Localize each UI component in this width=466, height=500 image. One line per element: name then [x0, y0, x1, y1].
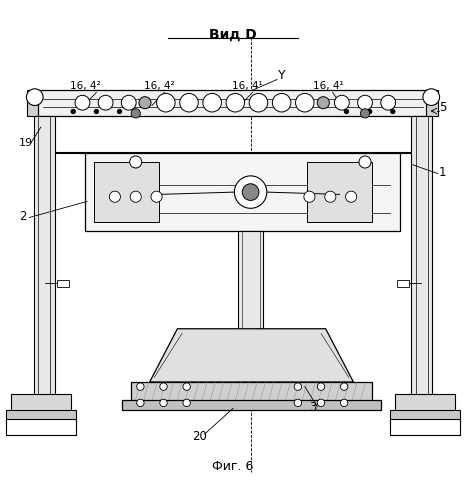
Circle shape — [249, 94, 268, 112]
Text: Вид D: Вид D — [209, 28, 257, 42]
FancyBboxPatch shape — [34, 116, 55, 417]
Text: Y: Y — [278, 69, 286, 82]
Circle shape — [423, 89, 439, 106]
FancyBboxPatch shape — [39, 90, 427, 116]
Circle shape — [183, 383, 191, 390]
FancyBboxPatch shape — [6, 419, 75, 436]
Circle shape — [139, 96, 151, 108]
Circle shape — [183, 399, 191, 406]
Circle shape — [317, 383, 325, 390]
FancyBboxPatch shape — [57, 280, 69, 287]
FancyBboxPatch shape — [391, 419, 460, 436]
Circle shape — [75, 96, 90, 110]
Circle shape — [294, 383, 302, 390]
Circle shape — [367, 109, 372, 114]
Circle shape — [121, 96, 136, 110]
Circle shape — [160, 399, 167, 406]
Circle shape — [137, 383, 144, 390]
FancyBboxPatch shape — [395, 394, 455, 417]
FancyBboxPatch shape — [238, 232, 263, 328]
FancyBboxPatch shape — [411, 116, 432, 417]
Circle shape — [295, 94, 314, 112]
Text: 19: 19 — [19, 138, 33, 148]
Circle shape — [203, 94, 221, 112]
Text: 3: 3 — [309, 401, 317, 414]
Circle shape — [304, 191, 315, 202]
Circle shape — [346, 191, 356, 202]
Circle shape — [94, 109, 99, 114]
Polygon shape — [27, 90, 39, 116]
Text: 20: 20 — [192, 430, 207, 443]
Circle shape — [98, 96, 113, 110]
FancyBboxPatch shape — [397, 280, 409, 287]
Circle shape — [335, 96, 350, 110]
Circle shape — [71, 109, 75, 114]
Polygon shape — [150, 328, 353, 382]
Circle shape — [130, 191, 141, 202]
FancyBboxPatch shape — [391, 410, 460, 422]
Text: 16, 4²: 16, 4² — [70, 81, 101, 91]
Circle shape — [27, 89, 43, 106]
Circle shape — [130, 156, 142, 168]
FancyBboxPatch shape — [122, 400, 381, 410]
Circle shape — [110, 191, 120, 202]
FancyBboxPatch shape — [426, 90, 438, 116]
Circle shape — [325, 191, 336, 202]
Circle shape — [391, 109, 395, 114]
Text: Фиг. 6: Фиг. 6 — [212, 460, 254, 473]
Text: 1: 1 — [439, 166, 446, 179]
Circle shape — [357, 96, 372, 110]
Circle shape — [157, 94, 175, 112]
Circle shape — [117, 109, 122, 114]
Circle shape — [137, 399, 144, 406]
Circle shape — [151, 191, 162, 202]
Circle shape — [272, 94, 291, 112]
FancyBboxPatch shape — [6, 410, 75, 422]
Circle shape — [359, 156, 371, 168]
FancyBboxPatch shape — [85, 152, 400, 232]
Circle shape — [226, 94, 245, 112]
FancyBboxPatch shape — [94, 162, 159, 222]
Circle shape — [180, 94, 198, 112]
FancyBboxPatch shape — [307, 162, 372, 222]
Text: 2: 2 — [19, 210, 27, 223]
Circle shape — [294, 399, 302, 406]
Text: 5: 5 — [439, 101, 446, 114]
Circle shape — [344, 109, 349, 114]
Circle shape — [360, 108, 370, 118]
FancyBboxPatch shape — [131, 382, 372, 407]
Circle shape — [160, 383, 167, 390]
Circle shape — [131, 108, 140, 118]
Circle shape — [381, 96, 396, 110]
Circle shape — [317, 399, 325, 406]
Circle shape — [234, 176, 267, 208]
Circle shape — [341, 399, 348, 406]
Circle shape — [317, 96, 329, 108]
Text: 16, 4¹: 16, 4¹ — [313, 81, 343, 91]
Text: 16, 4¹: 16, 4¹ — [232, 81, 263, 91]
Circle shape — [242, 184, 259, 200]
Text: 16, 4²: 16, 4² — [144, 81, 175, 91]
FancyBboxPatch shape — [11, 394, 71, 417]
Circle shape — [341, 383, 348, 390]
